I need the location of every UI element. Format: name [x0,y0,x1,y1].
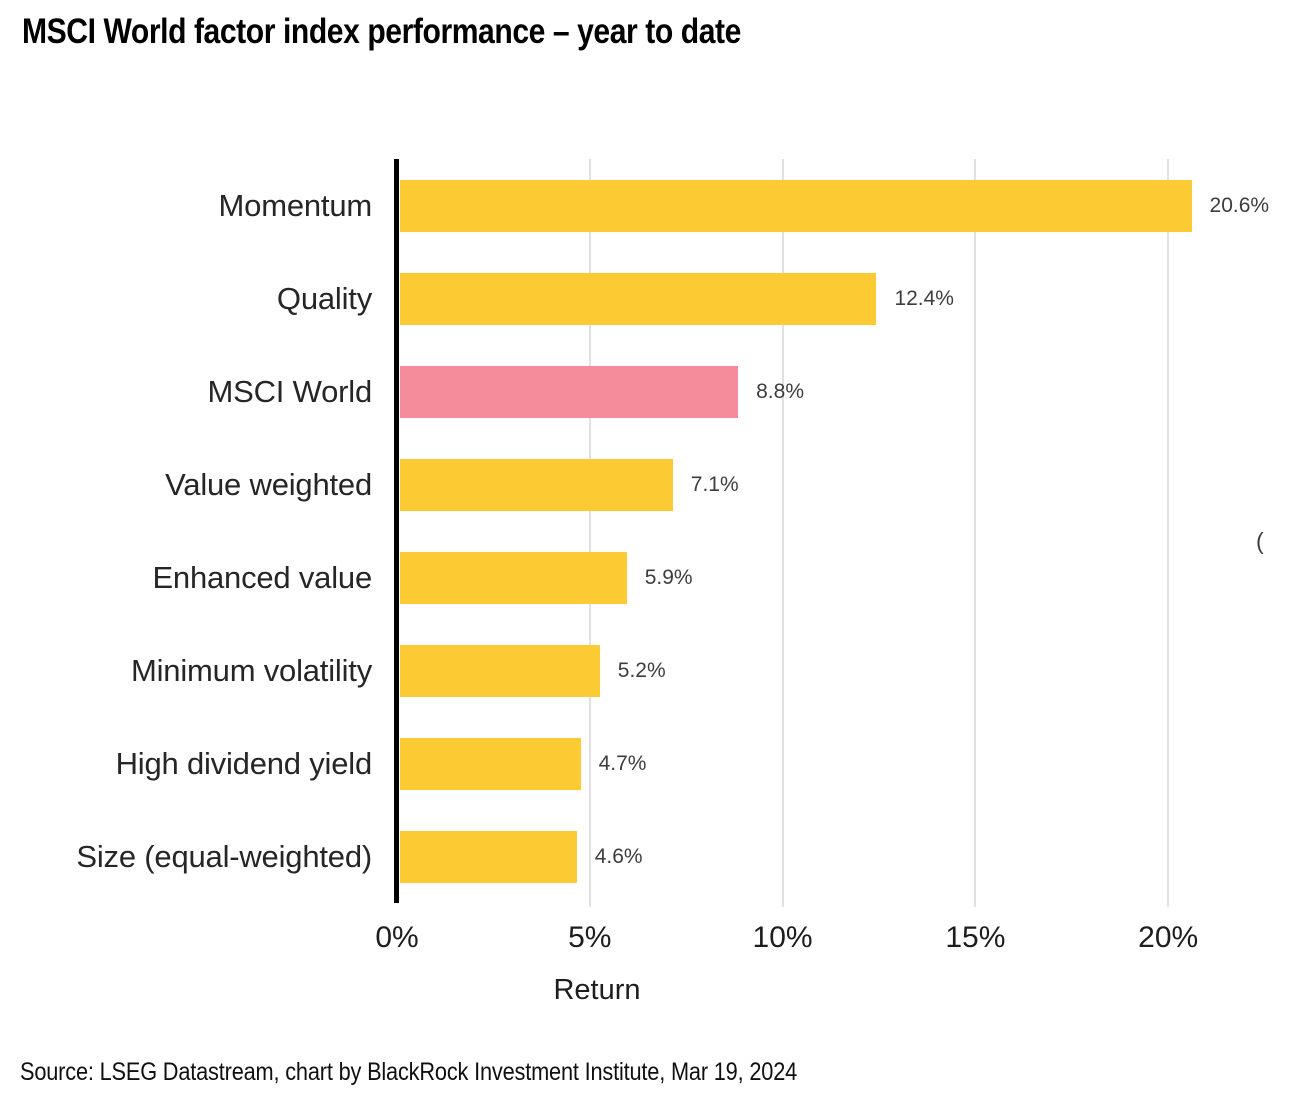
bar-row: Enhanced value 5.9% [0,531,1296,624]
x-axis-title: Return [553,974,641,1006]
bar-row: Value weighted 7.1% [0,438,1296,531]
gridline [1167,159,1170,907]
bar-minimum-volatility [400,644,600,697]
bar-zone: 5.2% [400,624,1253,717]
value-label: 7.1% [690,472,739,496]
clipped-edge-text: ( [1256,528,1264,554]
x-tick-label: 15% [945,921,1006,954]
bar-high-dividend-yield [400,737,581,790]
bar-zone: 8.8% [400,345,1253,438]
category-label-high-dividend-yield: High dividend yield [115,746,373,781]
y-axis-zero-line [394,159,399,903]
bar-zone: 20.6% [400,159,1269,252]
value-label: 8.8% [756,379,804,403]
x-tick-label: 10% [752,921,813,954]
value-label: 4.7% [598,751,647,775]
value-label: 5.9% [644,565,693,589]
value-label: 5.2% [617,658,666,682]
gridline [974,159,977,907]
bar-row: Momentum 20.6% [0,159,1296,252]
category-label-quality: Quality [276,281,372,316]
bar-value-weighted [400,458,673,511]
bar-row: High dividend yield 4.7% [0,717,1296,810]
category-label-msci-world: MSCI World [207,374,372,409]
bar-quality [400,272,877,325]
chart-title: MSCI World factor index performance – ye… [22,12,741,51]
x-tick-label: 0% [375,921,419,954]
bar-zone: 7.1% [400,438,1253,531]
bar-zone: 4.7% [400,717,1253,810]
category-label-enhanced-value: Enhanced value [152,560,372,595]
bar-msci-world [400,365,739,418]
x-tick-label: 5% [568,921,612,954]
source-note: Source: LSEG Datastream, chart by BlackR… [20,1058,798,1086]
bar-zone: 4.6% [400,810,1253,903]
bar-row: MSCI World 8.8% [0,345,1296,438]
bar-row: Minimum volatility 5.2% [0,624,1296,717]
value-label: 4.6% [594,844,643,868]
bar-zone: 5.9% [400,531,1253,624]
category-label-momentum: Momentum [218,188,373,223]
bar-enhanced-value [400,551,627,604]
gridline [588,159,591,907]
value-label: 12.4% [894,286,954,310]
category-label-value-weighted: Value weighted [165,467,372,502]
bar-rows: Momentum 20.6% Quality 12.4% MSCI World … [0,159,1296,903]
bar-row: Quality 12.4% [0,252,1296,345]
x-tick-label: 20% [1138,921,1199,954]
category-label-size-equal-weighted: Size (equal-weighted) [76,839,372,874]
bar-zone: 12.4% [400,252,1253,345]
bar-momentum [400,179,1192,232]
bar-size-equal-weighted [400,830,577,883]
bar-row: Size (equal-weighted) 4.6% [0,810,1296,903]
category-label-minimum-volatility: Minimum volatility [131,653,372,688]
value-label: 20.6% [1209,193,1270,217]
gridline [781,159,784,907]
